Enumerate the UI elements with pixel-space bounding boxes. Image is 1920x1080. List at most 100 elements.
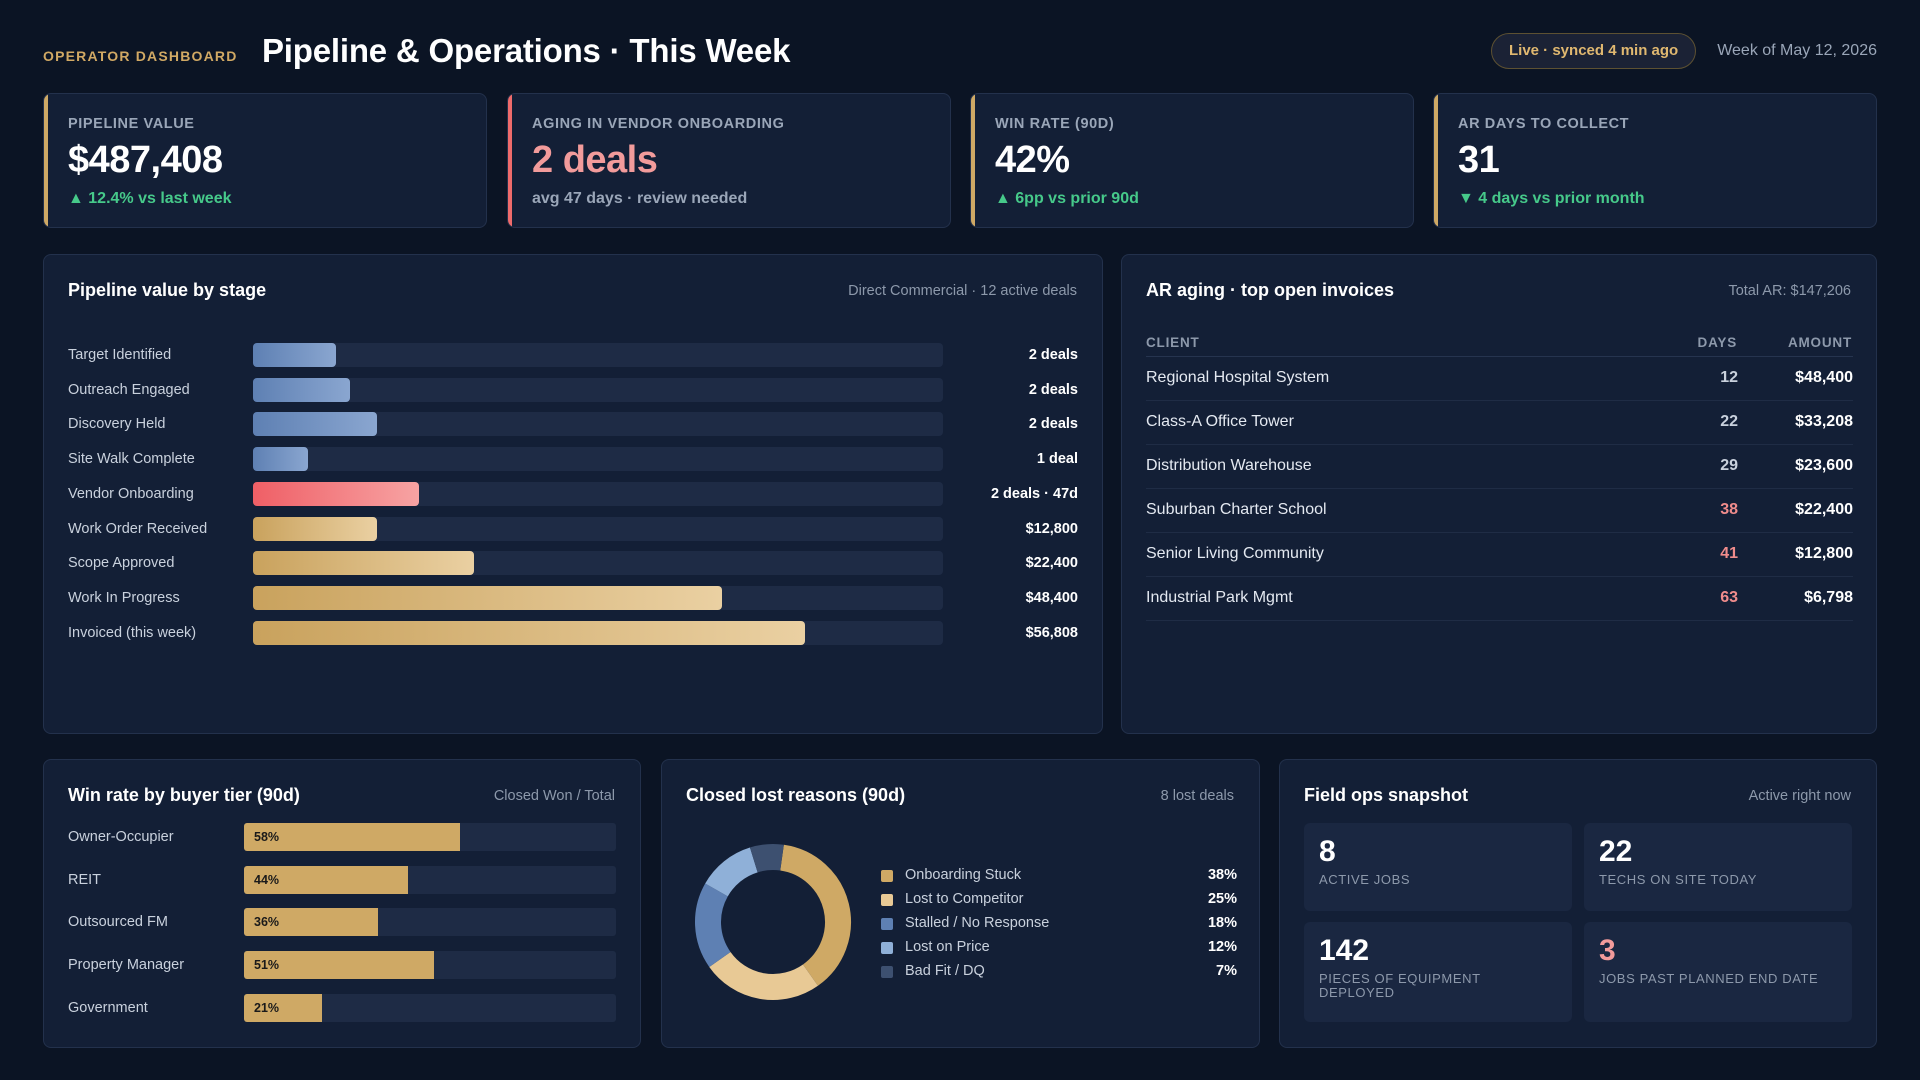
donut-slice[interactable] [749, 844, 784, 873]
legend-item[interactable]: Lost on Price 12% [881, 937, 1237, 957]
stat-active-jobs[interactable]: 8 ACTIVE JOBS [1304, 823, 1572, 911]
stage-row[interactable]: Target Identified 2 deals [68, 343, 1078, 367]
win-rate-bar [244, 951, 434, 980]
lost-reasons-donut [695, 844, 851, 1000]
stage-bar-track [253, 447, 943, 472]
client-name: Class-A Office Tower [1146, 413, 1294, 430]
table-row[interactable]: Regional Hospital System 12 $48,400 [1146, 357, 1853, 401]
win-rate-track: 21% [244, 993, 616, 1022]
win-rate-bar [244, 993, 323, 1022]
stage-bar [253, 481, 419, 506]
pipeline-by-stage-panel: Pipeline value by stage Direct Commercia… [43, 254, 1103, 734]
legend-item[interactable]: Bad Fit / DQ 7% [881, 961, 1237, 981]
stage-bar [253, 412, 378, 437]
kpi-win-rate[interactable]: WIN RATE (90D) 42% ▲ 6pp vs prior 90d [970, 93, 1414, 228]
stage-bar [253, 447, 309, 472]
buyer-tier-label: REIT [68, 871, 102, 888]
stat-value: 142 [1319, 934, 1370, 967]
live-sync-badge[interactable]: Live · synced 4 min ago [1491, 33, 1697, 69]
kpi-accent-bar [44, 94, 48, 227]
stage-row[interactable]: Work Order Received $12,800 [68, 516, 1078, 541]
column-header-amount[interactable]: AMOUNT [1787, 335, 1852, 350]
legend-item[interactable]: Lost to Competitor 25% [881, 889, 1237, 909]
panel-meta: 8 lost deals [1160, 788, 1234, 804]
stage-row[interactable]: Site Walk Complete 1 deal [68, 447, 1078, 472]
week-label: Week of May 12, 2026 [1717, 42, 1877, 59]
stat-caption: ACTIVE JOBS [1319, 872, 1411, 887]
donut-slice[interactable] [709, 951, 818, 1000]
stage-label: Work In Progress [68, 589, 180, 606]
table-row[interactable]: Senior Living Community 41 $12,800 [1146, 533, 1853, 577]
stage-bar [253, 620, 805, 645]
stage-row[interactable]: Vendor Onboarding 2 deals · 47d [68, 481, 1078, 506]
kpi-label: WIN RATE (90D) [995, 116, 1115, 132]
win-rate-row[interactable]: Owner-Occupier 58% [68, 823, 616, 851]
page-title: Pipeline & Operations · This Week [262, 32, 791, 69]
kpi-label: PIPELINE VALUE [68, 116, 195, 132]
legend-label: Lost to Competitor [905, 891, 1024, 907]
donut-slice[interactable] [705, 847, 759, 897]
win-rate-pct: 58% [254, 830, 280, 844]
legend-swatch [881, 918, 893, 930]
stage-bar-track [253, 377, 943, 402]
table-row[interactable]: Suburban Charter School 38 $22,400 [1146, 489, 1853, 533]
kpi-value: 31 [1458, 139, 1500, 181]
donut-slice[interactable] [695, 883, 731, 967]
win-rate-row[interactable]: Government 21% [68, 993, 616, 1022]
days-outstanding: 41 [1720, 545, 1738, 562]
stage-bar-track [253, 412, 943, 437]
stat-caption: JOBS PAST PLANNED END DATE [1599, 971, 1819, 986]
legend-label: Onboarding Stuck [905, 867, 1022, 883]
stage-bar [253, 343, 336, 367]
win-rate-pct: 51% [254, 958, 280, 973]
kpi-value: $487,408 [68, 139, 223, 181]
stage-value-label: 2 deals [1028, 416, 1078, 433]
stage-value-label: $56,808 [1025, 624, 1078, 641]
legend-swatch [881, 942, 893, 954]
win-rate-row[interactable]: REIT 44% [68, 865, 616, 894]
stage-row[interactable]: Work In Progress $48,400 [68, 585, 1078, 610]
donut-slice[interactable] [779, 844, 851, 986]
panel-title: Pipeline value by stage [68, 280, 267, 300]
stage-row[interactable]: Outreach Engaged 2 deals [68, 377, 1078, 402]
stage-value-label: 1 deal [1036, 451, 1078, 468]
kpi-ar-days[interactable]: AR DAYS TO COLLECT 31 ▼ 4 days vs prior … [1433, 93, 1877, 228]
stage-row[interactable]: Invoiced (this week) $56,808 [68, 620, 1078, 645]
stage-row[interactable]: Discovery Held 2 deals [68, 412, 1078, 437]
legend-item[interactable]: Stalled / No Response 18% [881, 913, 1237, 933]
days-outstanding: 63 [1720, 589, 1738, 606]
table-row[interactable]: Class-A Office Tower 22 $33,208 [1146, 401, 1853, 445]
kpi-aging-vendor-onboarding[interactable]: AGING IN VENDOR ONBOARDING 2 deals avg 4… [507, 93, 951, 228]
stage-bar [253, 377, 350, 402]
kpi-pipeline-value[interactable]: PIPELINE VALUE $487,408 ▲ 12.4% vs last … [43, 93, 487, 228]
legend-swatch [881, 894, 893, 906]
legend-swatch [881, 870, 893, 882]
column-header-days[interactable]: DAYS [1697, 335, 1737, 350]
stage-value-label: $12,800 [1025, 520, 1078, 537]
win-rate-pct: 21% [254, 1000, 280, 1015]
win-rate-track: 51% [244, 951, 616, 980]
stage-label: Invoiced (this week) [68, 624, 197, 641]
buyer-tier-label: Owner-Occupier [68, 829, 174, 845]
legend-pct: 25% [1207, 891, 1237, 907]
stat-equipment-deployed[interactable]: 142 PIECES OF EQUIPMENT DEPLOYED [1304, 922, 1572, 1022]
invoice-amount: $6,798 [1804, 589, 1853, 606]
column-header-client[interactable]: CLIENT [1146, 335, 1200, 350]
stage-value-label: 2 deals [1028, 381, 1078, 398]
win-rate-row[interactable]: Property Manager 51% [68, 951, 616, 980]
table-row[interactable]: Distribution Warehouse 29 $23,600 [1146, 445, 1853, 489]
client-name: Senior Living Community [1146, 545, 1324, 562]
stat-jobs-past-end-date[interactable]: 3 JOBS PAST PLANNED END DATE [1584, 922, 1852, 1022]
table-row[interactable]: Industrial Park Mgmt 63 $6,798 [1146, 577, 1853, 621]
dashboard-kicker: OPERATOR DASHBOARD [43, 48, 238, 64]
panel-title: Closed lost reasons (90d) [686, 785, 906, 805]
stat-techs-on-site[interactable]: 22 TECHS ON SITE TODAY [1584, 823, 1852, 911]
stage-label: Vendor Onboarding [68, 485, 194, 502]
panel-meta: Closed Won / Total [493, 788, 615, 804]
legend-label: Lost on Price [905, 939, 990, 955]
field-ops-panel: Field ops snapshot Active right now 8 AC… [1279, 759, 1877, 1048]
legend-item[interactable]: Onboarding Stuck 38% [881, 865, 1237, 885]
kpi-delta: avg 47 days · review needed [532, 190, 748, 207]
stage-row[interactable]: Scope Approved $22,400 [68, 551, 1078, 576]
win-rate-row[interactable]: Outsourced FM 36% [68, 908, 616, 937]
